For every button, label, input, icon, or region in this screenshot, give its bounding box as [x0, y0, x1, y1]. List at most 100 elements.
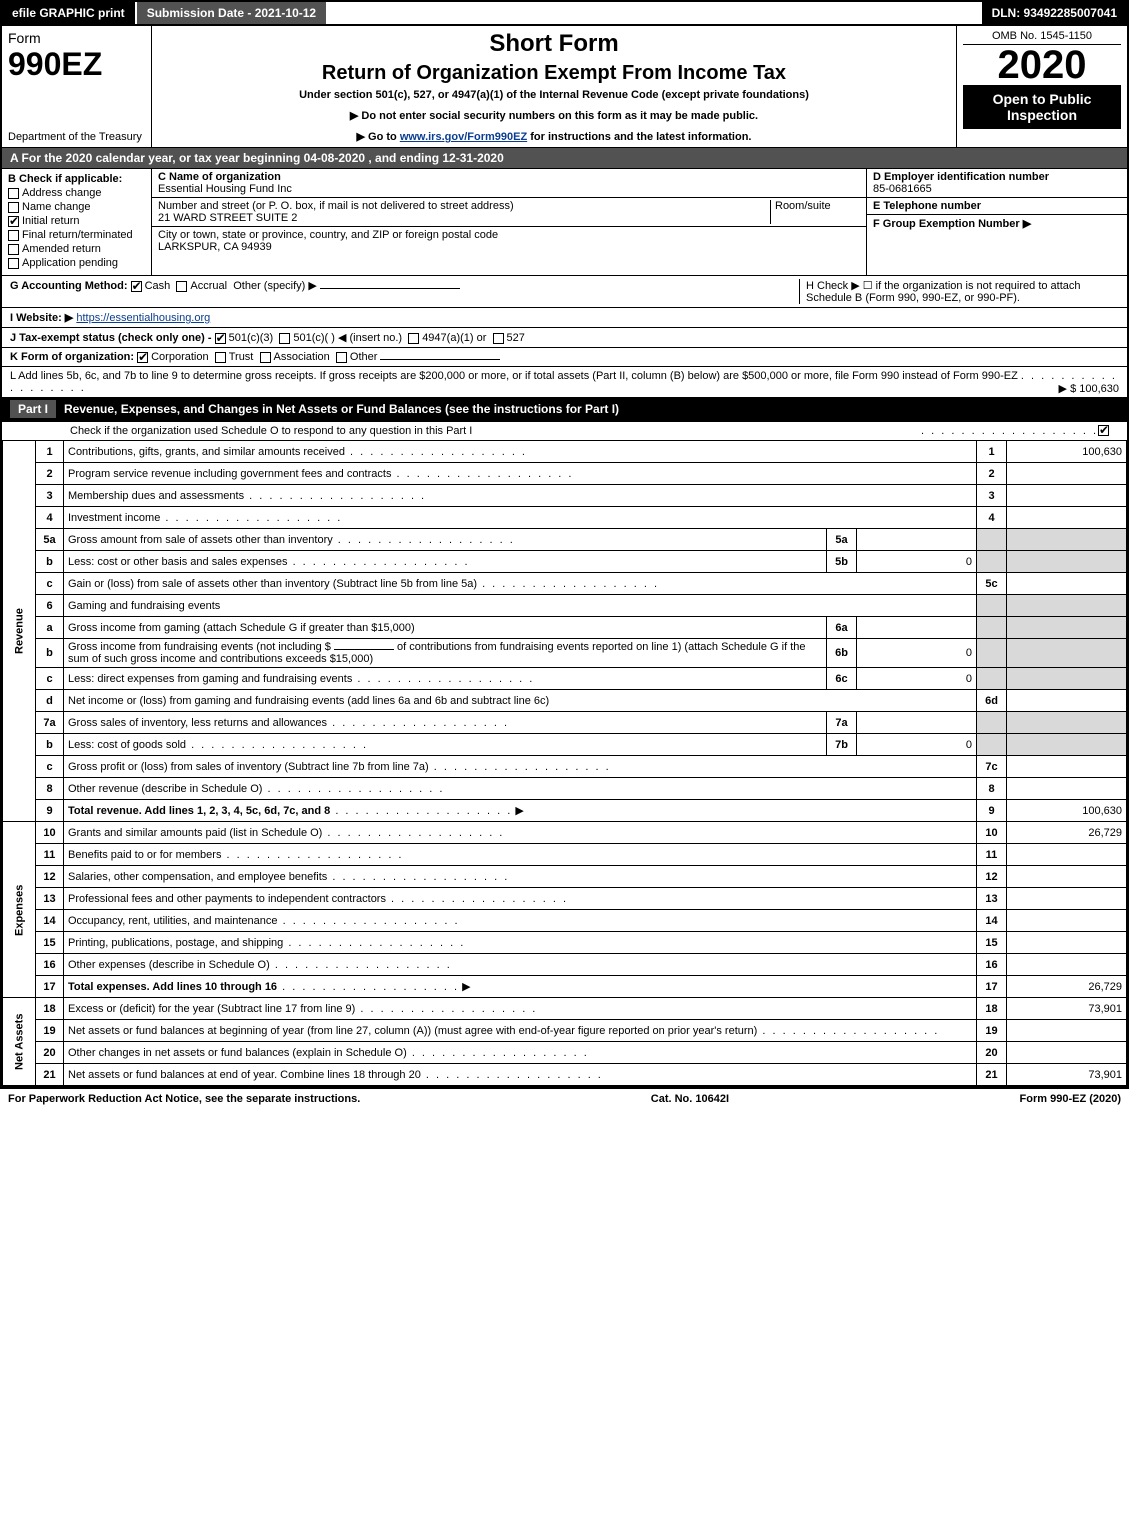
line20-desc: Other changes in net assets or fund bala…: [68, 1047, 407, 1059]
footer-mid: Cat. No. 10642I: [651, 1093, 729, 1105]
part1-title: Revenue, Expenses, and Changes in Net As…: [64, 402, 619, 416]
line2-val: [1007, 463, 1127, 485]
k-label: K Form of organization:: [10, 351, 134, 363]
line5b-subval: 0: [857, 551, 977, 573]
period-bar: A For the 2020 calendar year, or tax yea…: [2, 147, 1127, 168]
efile-print-button[interactable]: efile GRAPHIC print: [2, 2, 137, 24]
part1-header: Part I Revenue, Expenses, and Changes in…: [2, 397, 1127, 421]
line8-val: [1007, 778, 1127, 800]
chk-trust[interactable]: [215, 352, 226, 363]
line11-val: [1007, 844, 1127, 866]
goto-line: ▶ Go to www.irs.gov/Form990EZ for instru…: [158, 130, 950, 143]
line18-val: 73,901: [1007, 998, 1127, 1020]
line6d-desc: Net income or (loss) from gaming and fun…: [68, 695, 549, 707]
line6a-desc: Gross income from gaming (attach Schedul…: [68, 622, 415, 634]
chk-initial-return[interactable]: Initial return: [8, 215, 145, 227]
irs-link[interactable]: www.irs.gov/Form990EZ: [400, 131, 527, 143]
line11-desc: Benefits paid to or for members: [68, 849, 221, 861]
other-org-input[interactable]: [380, 359, 500, 360]
form-word: Form: [8, 30, 145, 46]
chk-527[interactable]: [493, 333, 504, 344]
part1-table: Revenue 1Contributions, gifts, grants, a…: [2, 440, 1127, 1086]
line6d-val: [1007, 690, 1127, 712]
line5b-desc: Less: cost or other basis and sales expe…: [68, 556, 288, 568]
revenue-section-label: Revenue: [3, 441, 36, 822]
line-k: K Form of organization: Corporation Trus…: [2, 347, 1127, 366]
footer-right: Form 990-EZ (2020): [1020, 1093, 1121, 1105]
chk-cash[interactable]: [131, 281, 142, 292]
g-label: G Accounting Method:: [10, 280, 128, 292]
line8-desc: Other revenue (describe in Schedule O): [68, 783, 262, 795]
line7a-subval: [857, 712, 977, 734]
line6c-subval: 0: [857, 668, 977, 690]
line16-desc: Other expenses (describe in Schedule O): [68, 959, 270, 971]
footer-left: For Paperwork Reduction Act Notice, see …: [8, 1093, 360, 1105]
part1-check-row: Check if the organization used Schedule …: [2, 421, 1127, 440]
line4-desc: Investment income: [68, 512, 160, 524]
top-bar: efile GRAPHIC print Submission Date - 20…: [0, 0, 1129, 26]
chk-corp[interactable]: [137, 352, 148, 363]
line19-val: [1007, 1020, 1127, 1042]
line3-desc: Membership dues and assessments: [68, 490, 244, 502]
street-label: Number and street (or P. O. box, if mail…: [158, 200, 514, 212]
chk-application-pending[interactable]: Application pending: [8, 257, 145, 269]
line5a-subval: [857, 529, 977, 551]
line7c-desc: Gross profit or (loss) from sales of inv…: [68, 761, 429, 773]
line21-val: 73,901: [1007, 1064, 1127, 1086]
line6b-blank[interactable]: [334, 649, 394, 650]
line-j: J Tax-exempt status (check only one) - 5…: [2, 327, 1127, 347]
short-form-title: Short Form: [158, 30, 950, 58]
chk-assoc[interactable]: [260, 352, 271, 363]
chk-accrual[interactable]: [176, 281, 187, 292]
b-label: B Check if applicable:: [8, 173, 122, 185]
line21-desc: Net assets or fund balances at end of ye…: [68, 1069, 421, 1081]
chk-name-change[interactable]: Name change: [8, 201, 145, 213]
chk-amended-return[interactable]: Amended return: [8, 243, 145, 255]
entity-block: B Check if applicable: Address change Na…: [2, 168, 1127, 275]
other-specify-input[interactable]: [320, 288, 460, 289]
tax-year: 2020: [963, 45, 1121, 85]
chk-schedule-o[interactable]: [1098, 425, 1109, 436]
chk-other-org[interactable]: [336, 352, 347, 363]
city-label: City or town, state or province, country…: [158, 229, 498, 241]
open-to-public: Open to Public Inspection: [963, 85, 1121, 129]
line5a-desc: Gross amount from sale of assets other t…: [68, 534, 333, 546]
chk-final-return[interactable]: Final return/terminated: [8, 229, 145, 241]
city-value: LARKSPUR, CA 94939: [158, 241, 272, 253]
d-label: D Employer identification number: [873, 171, 1049, 183]
line18-desc: Excess or (deficit) for the year (Subtra…: [68, 1003, 355, 1015]
line6a-subval: [857, 617, 977, 639]
room-label: Room/suite: [775, 200, 831, 212]
line1-val: 100,630: [1007, 441, 1127, 463]
website-link[interactable]: https://essentialhousing.org: [76, 312, 210, 324]
chk-4947a1[interactable]: [408, 333, 419, 344]
line2-desc: Program service revenue including govern…: [68, 468, 391, 480]
line7b-subval: 0: [857, 734, 977, 756]
line6b-desc1: Gross income from fundraising events (no…: [68, 641, 331, 653]
line6c-desc: Less: direct expenses from gaming and fu…: [68, 673, 352, 685]
line13-desc: Professional fees and other payments to …: [68, 893, 386, 905]
l-amount: ▶ $ 100,630: [1059, 382, 1119, 395]
chk-501c3[interactable]: [215, 333, 226, 344]
topbar-spacer: [326, 2, 981, 24]
netassets-section-label: Net Assets: [3, 998, 36, 1086]
c-label: C Name of organization: [158, 171, 281, 183]
chk-501c[interactable]: [279, 333, 290, 344]
line1-desc: Contributions, gifts, grants, and simila…: [68, 446, 345, 458]
line5c-val: [1007, 573, 1127, 595]
line15-val: [1007, 932, 1127, 954]
form-number: 990EZ: [8, 46, 145, 83]
h-text: H Check ▶ ☐ if the organization is not r…: [806, 280, 1081, 304]
line-h: H Check ▶ ☐ if the organization is not r…: [799, 279, 1119, 304]
page-footer: For Paperwork Reduction Act Notice, see …: [0, 1088, 1129, 1109]
line9-desc: Total revenue. Add lines 1, 2, 3, 4, 5c,…: [68, 805, 330, 817]
f-label: F Group Exemption Number ▶: [873, 218, 1031, 230]
line9-val: 100,630: [1007, 800, 1127, 822]
line10-desc: Grants and similar amounts paid (list in…: [68, 827, 322, 839]
line15-desc: Printing, publications, postage, and shi…: [68, 937, 283, 949]
dln-label: DLN: 93492285007041: [982, 2, 1127, 24]
line17-desc: Total expenses. Add lines 10 through 16: [68, 981, 277, 993]
dept-label: Department of the Treasury: [8, 131, 145, 143]
chk-address-change[interactable]: Address change: [8, 187, 145, 199]
return-title: Return of Organization Exempt From Incom…: [158, 62, 950, 85]
